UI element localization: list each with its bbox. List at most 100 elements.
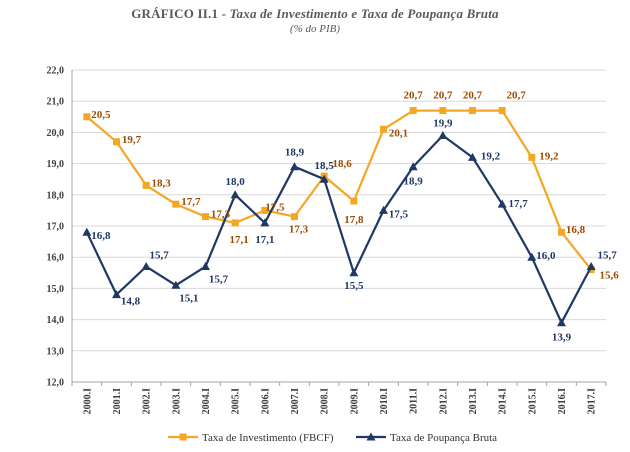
data-label-poupanca: 15,7 bbox=[598, 250, 618, 262]
data-label-investimento: 17,7 bbox=[181, 196, 201, 208]
y-tick-label: 17,0 bbox=[47, 222, 65, 233]
data-point-poupanca bbox=[349, 268, 359, 277]
series-line-investimento bbox=[86, 109, 593, 271]
data-label-poupanca: 18,0 bbox=[226, 176, 246, 188]
x-tick-label: 2006.I bbox=[260, 388, 271, 415]
data-label-investimento: 19,7 bbox=[122, 134, 142, 146]
x-tick-label: 2002.I bbox=[142, 388, 153, 415]
x-tick-label: 2013.I bbox=[468, 388, 479, 415]
data-label-poupanca: 19,9 bbox=[433, 118, 453, 130]
x-tick-label: 2015.I bbox=[527, 388, 538, 415]
x-tick-label: 2012.I bbox=[438, 388, 449, 415]
data-label-investimento: 15,6 bbox=[600, 270, 620, 282]
data-label-investimento: 20,7 bbox=[507, 90, 527, 102]
data-label-investimento: 20,5 bbox=[91, 109, 111, 121]
data-label-investimento: 20,1 bbox=[389, 127, 408, 139]
data-label-investimento: 17,5 bbox=[265, 201, 285, 213]
data-label-poupanca: 18,9 bbox=[285, 147, 305, 159]
data-point-investimento bbox=[142, 181, 150, 189]
data-point-investimento bbox=[380, 125, 387, 133]
data-label-investimento: 17,3 bbox=[211, 209, 231, 221]
data-point-poupanca bbox=[557, 318, 566, 327]
x-tick-label: 2016.I bbox=[557, 388, 568, 415]
x-tick-label: 2004.I bbox=[201, 388, 212, 415]
data-label-poupanca: 18,9 bbox=[404, 176, 424, 188]
data-label-poupanca: 19,2 bbox=[481, 150, 501, 162]
x-tick-label: 2008.I bbox=[320, 388, 331, 415]
y-tick-label: 20,0 bbox=[47, 128, 65, 139]
data-label-poupanca: 16,0 bbox=[536, 250, 556, 262]
data-point-investimento bbox=[202, 213, 209, 221]
data-label-investimento: 17,3 bbox=[289, 224, 309, 236]
y-tick-label: 12,0 bbox=[47, 378, 65, 389]
series-line-poupanca bbox=[85, 134, 593, 324]
data-point-investimento bbox=[528, 153, 536, 161]
x-tick-label: 2005.I bbox=[231, 388, 242, 415]
data-point-investimento bbox=[113, 138, 120, 146]
data-label-poupanca: 16,8 bbox=[91, 230, 111, 242]
data-point-poupanca bbox=[141, 262, 151, 271]
x-tick-label: 2007.I bbox=[290, 388, 301, 415]
data-label-investimento: 20,7 bbox=[404, 90, 424, 102]
data-label-investimento: 17,8 bbox=[344, 214, 364, 226]
y-tick-label: 21,0 bbox=[47, 97, 65, 108]
data-point-investimento bbox=[231, 219, 239, 227]
data-point-poupanca bbox=[497, 199, 507, 208]
x-tick-label: 2009.I bbox=[349, 388, 360, 415]
chart-title-main: Taxa de Investimento e Taxa de Poupança … bbox=[229, 6, 499, 21]
data-point-poupanca bbox=[171, 280, 181, 289]
data-point-poupanca bbox=[408, 162, 418, 171]
x-tick-label: 2011.I bbox=[409, 388, 420, 414]
data-label-investimento: 20,7 bbox=[433, 90, 453, 102]
y-tick-label: 18,0 bbox=[47, 190, 65, 201]
data-label-investimento: 20,7 bbox=[463, 90, 483, 102]
chart-subtitle: (% do PIB) bbox=[289, 23, 341, 35]
x-axis-ticks: 2000.I 2001.I 2002.I 2003.I 2004.I 2005.I 2006… bbox=[82, 388, 597, 415]
data-label-poupanca: 17,7 bbox=[509, 198, 529, 210]
y-axis-ticks: 12,0 13,0 14,0 15,0 16,0 17,0 18,0 19,0 20,0 21,0… bbox=[47, 66, 65, 389]
data-point-poupanca bbox=[527, 252, 537, 261]
data-label-poupanca: 18,5 bbox=[315, 160, 335, 172]
data-point-investimento bbox=[261, 206, 269, 214]
x-tick-label: 2001.I bbox=[112, 388, 123, 415]
data-point-poupanca bbox=[112, 290, 121, 299]
x-tick-label: 2017.I bbox=[587, 388, 598, 415]
data-point-poupanca bbox=[379, 205, 388, 214]
data-point-poupanca bbox=[82, 227, 92, 236]
y-tick-label: 19,0 bbox=[47, 159, 65, 170]
x-tick-label: 2000.I bbox=[82, 388, 93, 415]
legend-marker-investimento bbox=[179, 433, 187, 441]
x-tick-label: 2014.I bbox=[498, 388, 509, 415]
data-label-investimento: 18,3 bbox=[152, 177, 172, 189]
data-point-investimento bbox=[469, 107, 476, 115]
data-point-poupanca bbox=[260, 218, 270, 227]
y-tick-label: 14,0 bbox=[47, 315, 65, 326]
data-point-investimento bbox=[291, 213, 298, 221]
axes bbox=[71, 70, 607, 386]
data-point-investimento bbox=[498, 107, 506, 115]
data-label-poupanca: 15,5 bbox=[344, 280, 364, 292]
data-point-poupanca bbox=[290, 162, 299, 171]
data-point-poupanca bbox=[319, 174, 329, 183]
grid-lines bbox=[72, 69, 606, 352]
y-tick-label: 16,0 bbox=[47, 253, 65, 264]
data-point-poupanca bbox=[586, 262, 596, 271]
data-point-investimento bbox=[439, 107, 447, 115]
y-tick-label: 15,0 bbox=[47, 284, 65, 295]
data-point-poupanca bbox=[201, 262, 210, 271]
data-point-poupanca bbox=[230, 190, 240, 199]
data-point-investimento bbox=[350, 197, 358, 205]
data-point-poupanca bbox=[438, 131, 448, 140]
data-point-investimento bbox=[409, 107, 417, 115]
x-tick-label: 2003.I bbox=[171, 388, 182, 415]
data-point-investimento bbox=[558, 228, 565, 236]
y-tick-label: 13,0 bbox=[47, 346, 65, 357]
legend-label-poupanca: Taxa de Poupança Bruta bbox=[390, 432, 497, 444]
data-label-investimento: 17,1 bbox=[230, 234, 249, 246]
legend-label-investimento: Taxa de Investimento (FBCF) bbox=[202, 432, 334, 444]
data-label-poupanca: 15,7 bbox=[150, 250, 170, 262]
data-label-investimento: 19,2 bbox=[539, 150, 559, 162]
y-tick-label: 22,0 bbox=[47, 66, 65, 77]
legend: Taxa de Investimento (FBCF) Taxa de Poupa… bbox=[168, 432, 497, 444]
